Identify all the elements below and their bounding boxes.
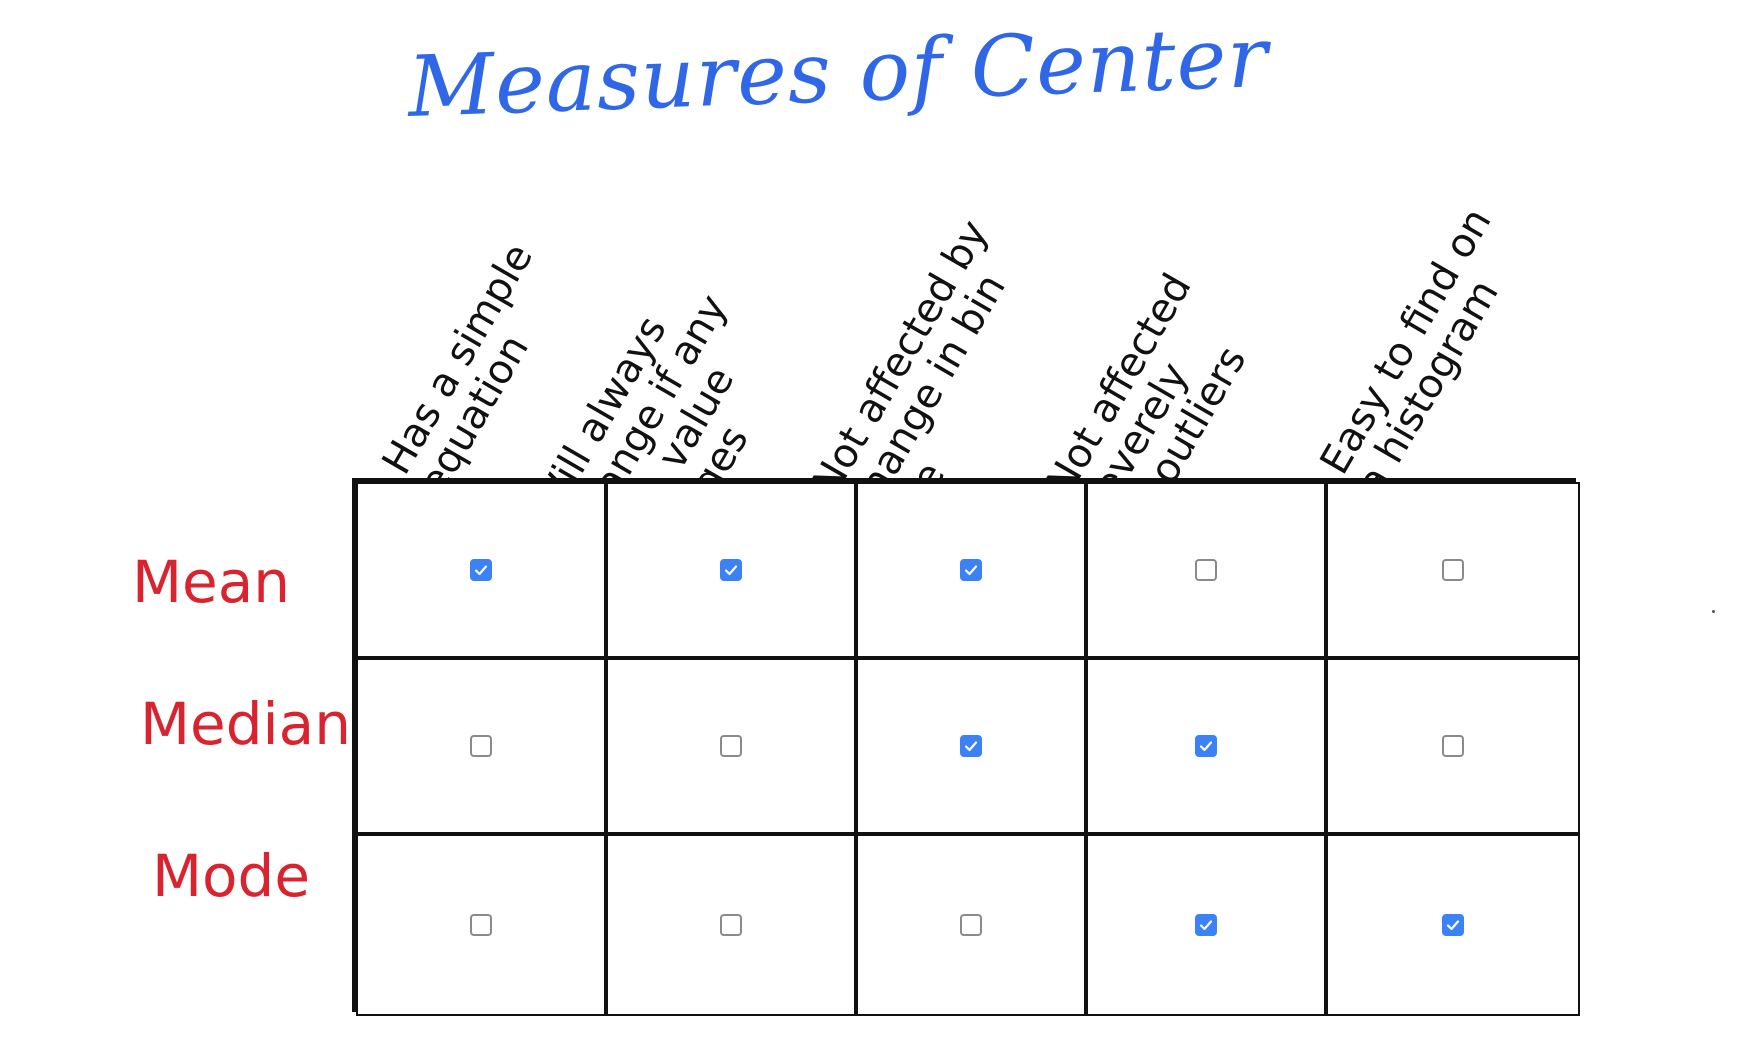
grid-cell-median-bin-size xyxy=(856,658,1086,834)
checkbox-mode-always-changes[interactable] xyxy=(720,914,742,936)
checkbox-mode-outliers[interactable] xyxy=(1195,914,1217,936)
checkmark-icon xyxy=(964,565,978,576)
row-label-median: Median xyxy=(140,690,351,758)
checkbox-mode-bin-size[interactable] xyxy=(960,914,982,936)
grid-cell-mode-outliers xyxy=(1086,834,1326,1016)
grid-cell-mean-bin-size xyxy=(856,482,1086,658)
checkmark-icon xyxy=(1199,741,1213,752)
grid-cell-mean-histogram xyxy=(1326,482,1580,658)
checkbox-mean-always-changes[interactable] xyxy=(720,559,742,581)
checkbox-mean-simple-equation[interactable] xyxy=(470,559,492,581)
grid-cell-mean-simple-equation xyxy=(356,482,606,658)
row-label-mean: Mean xyxy=(132,548,291,616)
checkmark-icon xyxy=(474,565,488,576)
checkbox-mean-histogram[interactable] xyxy=(1442,559,1464,581)
grid-cell-mode-simple-equation xyxy=(356,834,606,1016)
stray-dot xyxy=(1712,610,1715,613)
grid-cell-median-simple-equation xyxy=(356,658,606,834)
checkbox-mode-simple-equation[interactable] xyxy=(470,914,492,936)
grid-cell-mean-outliers xyxy=(1086,482,1326,658)
checkbox-median-bin-size[interactable] xyxy=(960,735,982,757)
checkbox-mean-outliers[interactable] xyxy=(1195,559,1217,581)
grid-cell-mean-always-changes xyxy=(606,482,856,658)
checkbox-mode-histogram[interactable] xyxy=(1442,914,1464,936)
grid-cell-mode-always-changes xyxy=(606,834,856,1016)
grid-cell-median-histogram xyxy=(1326,658,1580,834)
grid-cell-median-always-changes xyxy=(606,658,856,834)
checkbox-median-always-changes[interactable] xyxy=(720,735,742,757)
grid-cell-mode-histogram xyxy=(1326,834,1580,1016)
checkbox-median-histogram[interactable] xyxy=(1442,735,1464,757)
checkbox-median-simple-equation[interactable] xyxy=(470,735,492,757)
measures-grid xyxy=(352,478,1580,1016)
checkmark-icon xyxy=(964,741,978,752)
row-label-mode: Mode xyxy=(152,842,311,910)
checkbox-median-outliers[interactable] xyxy=(1195,735,1217,757)
column-header-histogram: Easy to find on a histogram xyxy=(1311,200,1508,503)
checkmark-icon xyxy=(1199,920,1213,931)
checkbox-mean-bin-size[interactable] xyxy=(960,559,982,581)
page-title: Measures of Center xyxy=(406,7,1270,136)
grid-cell-mode-bin-size xyxy=(856,834,1086,1016)
checkmark-icon xyxy=(1446,920,1460,931)
checkmark-icon xyxy=(724,565,738,576)
grid-cell-median-outliers xyxy=(1086,658,1326,834)
